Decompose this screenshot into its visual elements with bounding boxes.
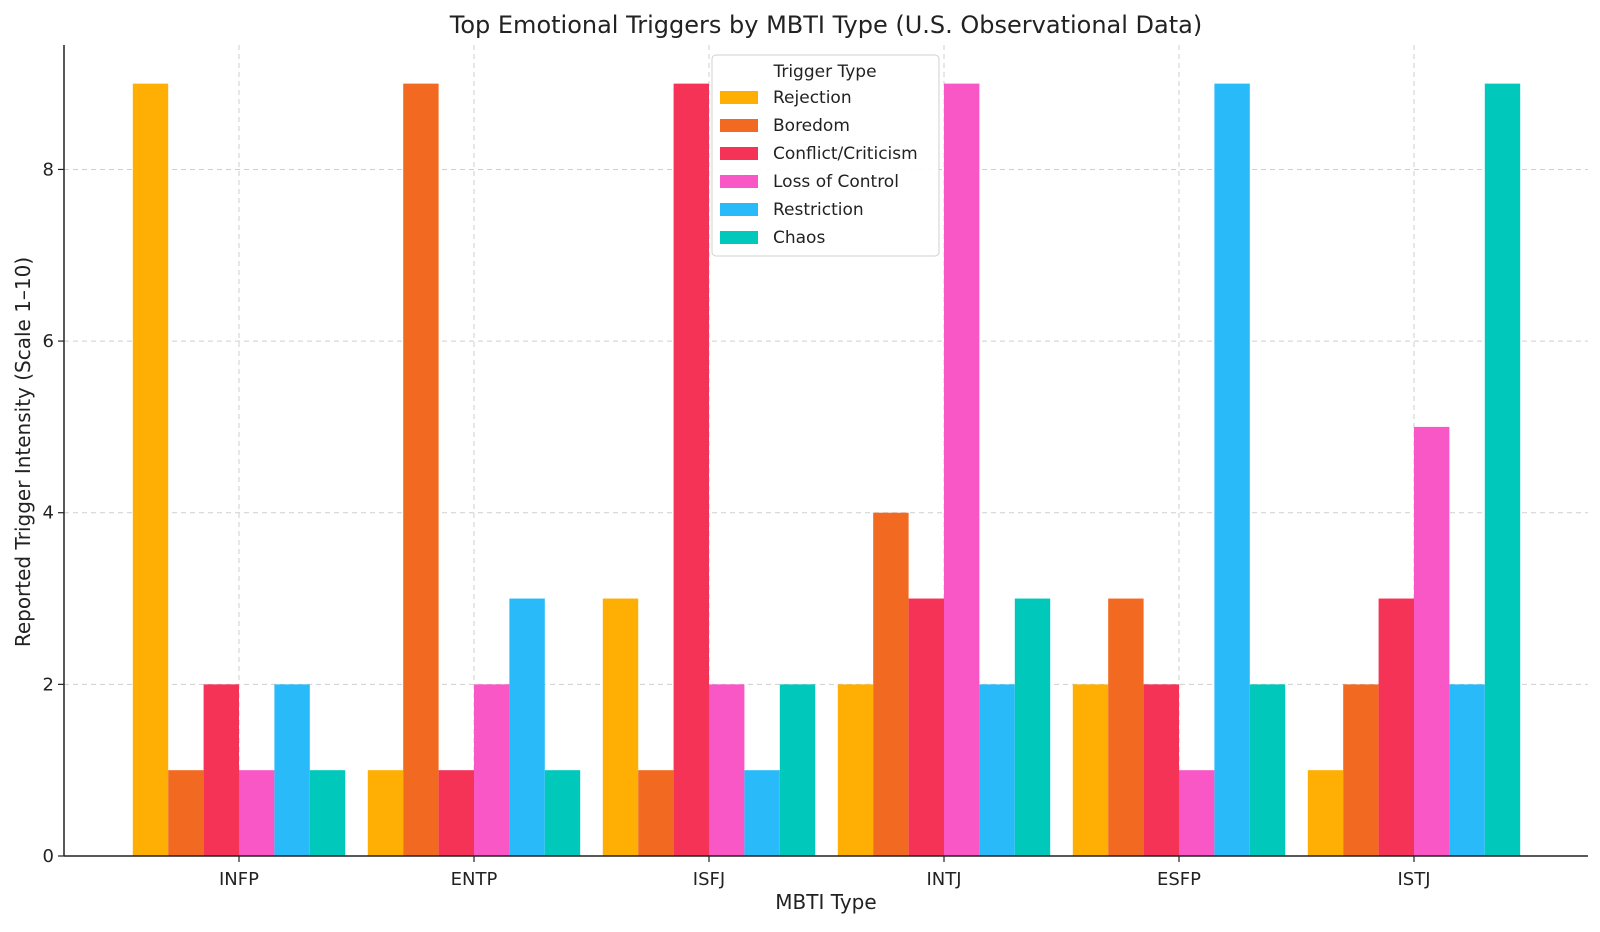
bar-conflict-criticism-intj <box>908 598 944 856</box>
y-tick-label: 4 <box>43 503 54 524</box>
axes-layer: 0 2 4 6 8 INFP ENTP ISFJ INTJ ESFP ISTJ <box>43 45 1588 890</box>
bar-restriction-isfj <box>744 770 780 856</box>
bar-restriction-infp <box>274 684 310 856</box>
bar-loss-of-control-esfp <box>1179 770 1215 856</box>
bar-rejection-entp <box>367 770 404 856</box>
bar-boredom-intj <box>873 512 909 856</box>
bar-boredom-infp <box>168 770 204 856</box>
y-axis-label: Reported Trigger Intensity (Scale 1–10) <box>11 257 35 647</box>
legend-label: Chaos <box>773 228 825 248</box>
legend-label: Conflict/Criticism <box>773 144 918 164</box>
bar-boredom-esfp <box>1108 598 1144 856</box>
bar-restriction-entp <box>509 598 545 856</box>
bar-loss-of-control-istj <box>1414 426 1450 856</box>
bar-chaos-esfp <box>1249 684 1286 856</box>
bar-boredom-isfj <box>638 770 674 856</box>
legend-label: Boredom <box>773 116 850 136</box>
legend-swatch <box>720 175 758 188</box>
chart-title: Top Emotional Triggers by MBTI Type (U.S… <box>449 11 1202 39</box>
bar-conflict-criticism-esfp <box>1143 684 1179 856</box>
bar-loss-of-control-infp <box>239 770 275 856</box>
bar-boredom-entp <box>403 83 439 857</box>
bar-loss-of-control-isfj <box>709 684 745 856</box>
bar-rejection-isfj <box>602 598 639 856</box>
bar-rejection-esfp <box>1072 684 1109 856</box>
legend-label: Loss of Control <box>773 172 899 192</box>
bar-chaos-infp <box>309 770 346 856</box>
x-tick-label: ISTJ <box>1397 869 1430 890</box>
y-tick-label: 8 <box>43 159 54 180</box>
bar-conflict-criticism-isfj <box>673 83 709 857</box>
bar-chaos-entp <box>544 770 581 856</box>
legend-box <box>711 54 940 257</box>
legend-swatch <box>720 119 758 132</box>
y-tick-label: 6 <box>43 331 54 352</box>
bar-chaos-isfj <box>779 684 816 856</box>
x-tick-label: ESFP <box>1157 869 1201 890</box>
x-tick-label: INTJ <box>926 869 961 890</box>
legend: Trigger Type Rejection Boredom Conflict/Cri… <box>711 54 940 257</box>
legend-label: Rejection <box>773 88 852 108</box>
bar-rejection-intj <box>837 684 874 856</box>
bar-restriction-esfp <box>1214 83 1250 857</box>
x-tick-label: ENTP <box>451 869 498 890</box>
bar-conflict-criticism-entp <box>438 770 474 856</box>
bar-rejection-infp <box>132 83 169 857</box>
legend-swatch <box>720 147 758 160</box>
bar-chaos-istj <box>1484 83 1521 857</box>
bar-loss-of-control-intj <box>944 83 980 857</box>
bars-layer <box>132 83 1521 857</box>
bar-restriction-intj <box>979 684 1015 856</box>
bar-rejection-istj <box>1307 770 1344 856</box>
x-tick-label: INFP <box>219 869 259 890</box>
bar-boredom-istj <box>1343 684 1379 856</box>
legend-swatch <box>720 91 758 104</box>
bar-conflict-criticism-infp <box>203 684 239 856</box>
bar-conflict-criticism-istj <box>1378 598 1414 856</box>
x-axis-label: MBTI Type <box>775 890 876 914</box>
legend-swatch <box>720 231 758 244</box>
y-tick-label: 2 <box>43 674 54 695</box>
y-tick-label: 0 <box>43 846 54 867</box>
legend-title: Trigger Type <box>772 62 876 82</box>
legend-swatch <box>720 203 758 216</box>
bar-chaos-intj <box>1014 598 1051 856</box>
legend-label: Restriction <box>773 200 864 220</box>
x-tick-label: ISFJ <box>693 869 725 890</box>
bar-loss-of-control-entp <box>474 684 510 856</box>
bar-restriction-istj <box>1449 684 1485 856</box>
